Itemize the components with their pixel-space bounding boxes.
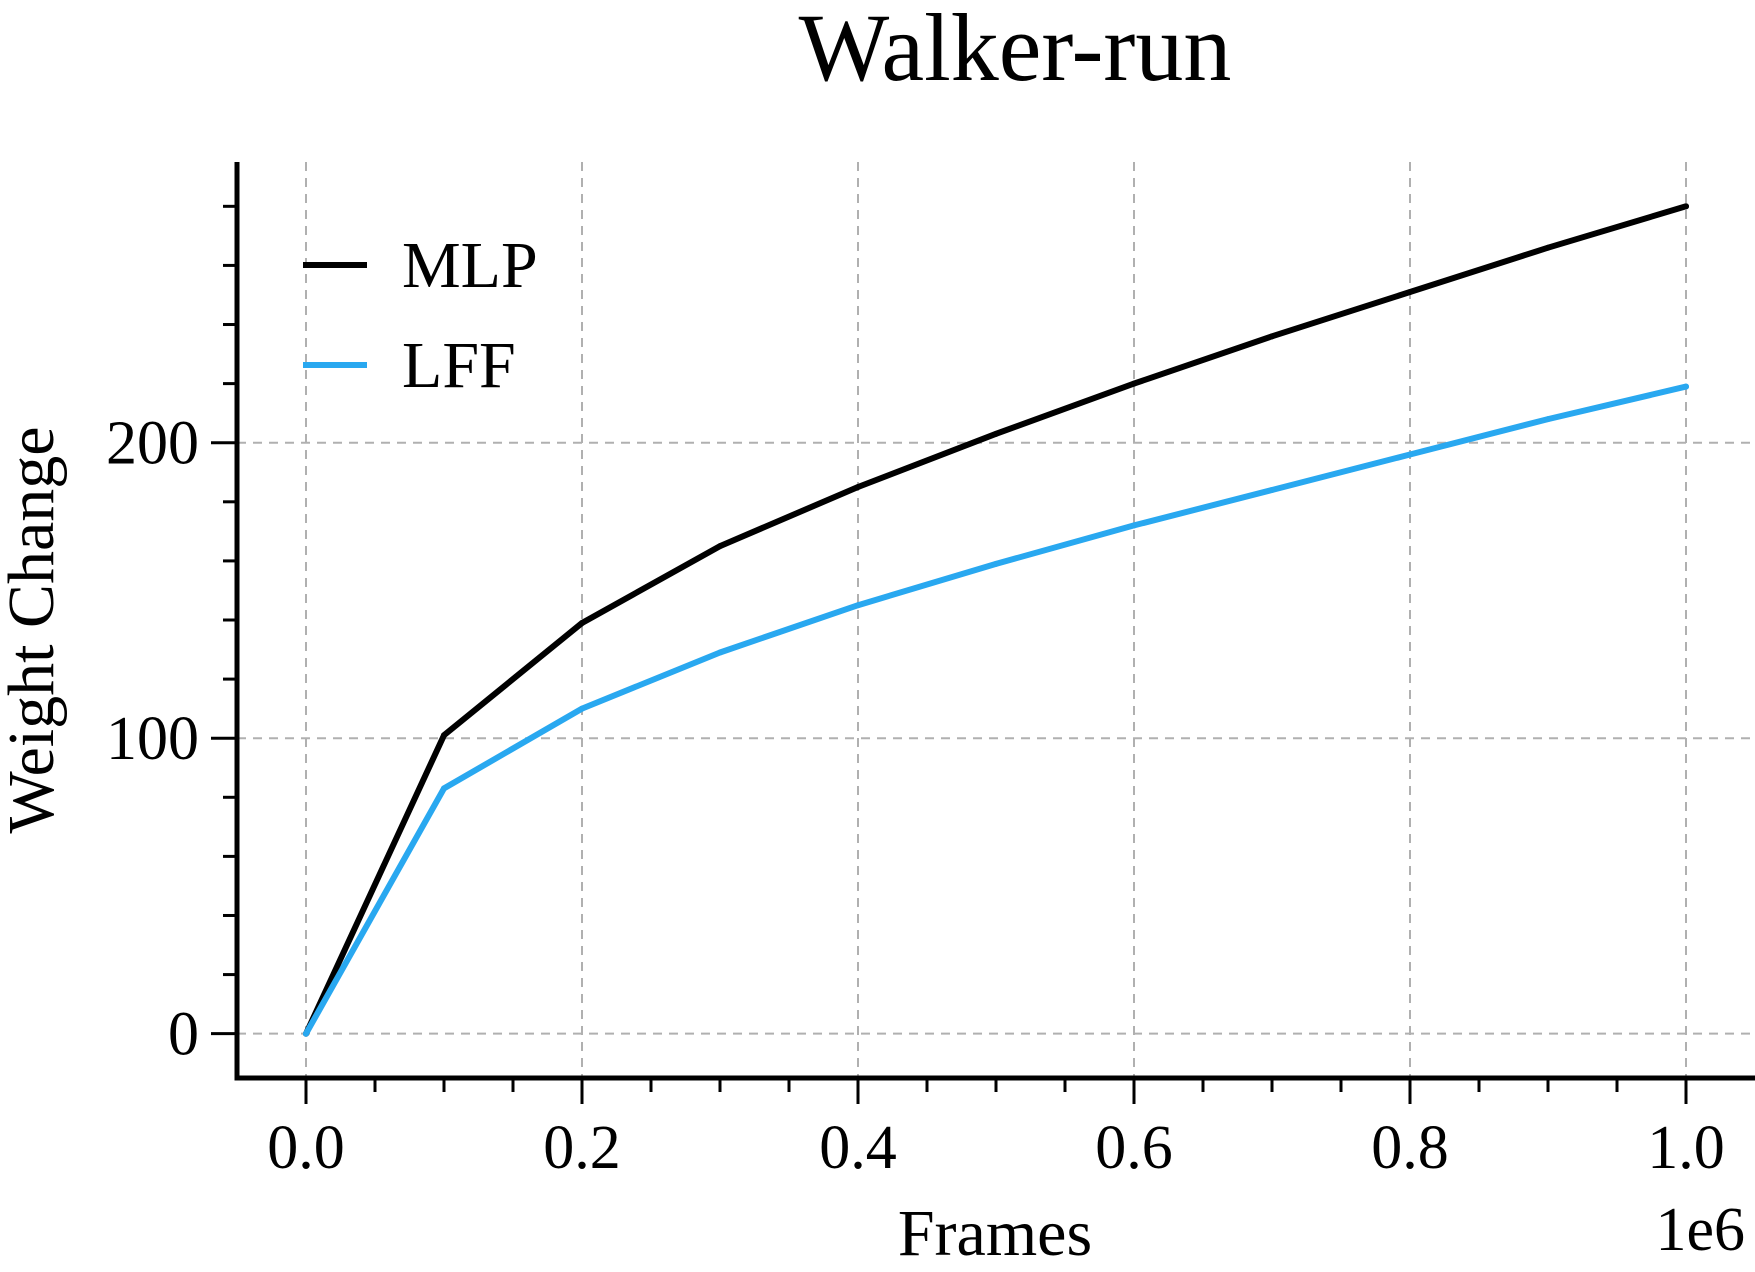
data-point-lff bbox=[1269, 486, 1275, 493]
data-point-lff bbox=[579, 705, 585, 712]
data-point-mlp bbox=[441, 732, 447, 739]
data-point-lff bbox=[993, 560, 999, 567]
data-point-mlp bbox=[1131, 380, 1137, 387]
x-axis-title: Frames bbox=[898, 1197, 1092, 1270]
x-tick-label: 0.4 bbox=[819, 1114, 897, 1182]
data-point-lff bbox=[1407, 451, 1413, 458]
data-point-lff bbox=[1683, 383, 1689, 390]
data-point-mlp bbox=[1545, 244, 1551, 251]
x-tick-label: 0.0 bbox=[267, 1114, 345, 1182]
chart-title: Walker-run bbox=[799, 0, 1232, 101]
legend: MLP LFF bbox=[303, 229, 538, 402]
data-point-lff bbox=[1545, 416, 1551, 423]
data-point-lff bbox=[1131, 522, 1137, 529]
data-point-mlp bbox=[717, 543, 723, 550]
x-tick-label: 1.0 bbox=[1647, 1114, 1725, 1182]
x-tick-label: 0.2 bbox=[543, 1114, 621, 1182]
legend-label-mlp: MLP bbox=[402, 229, 538, 302]
x-tick-label: 0.8 bbox=[1371, 1114, 1449, 1182]
x-axis-offset-label: 1e6 bbox=[1655, 1196, 1745, 1264]
data-point-lff bbox=[303, 1030, 309, 1037]
data-point-mlp bbox=[993, 430, 999, 437]
series-line-lff bbox=[303, 383, 1689, 1037]
y-tick-label: 100 bbox=[106, 705, 199, 773]
y-axis-title: Weight Change bbox=[0, 426, 68, 833]
series-group bbox=[303, 203, 1689, 1037]
ticks: 0.0 0.2 0.4 0.6 0.8 1.0 0 100 200 bbox=[106, 204, 1725, 1182]
data-point-lff bbox=[441, 785, 447, 792]
data-point-mlp bbox=[1407, 289, 1413, 296]
data-point-mlp bbox=[1683, 203, 1689, 210]
legend-label-lff: LFF bbox=[402, 329, 516, 402]
data-point-mlp bbox=[579, 619, 585, 626]
data-point-lff bbox=[717, 649, 723, 656]
data-point-mlp bbox=[1269, 333, 1275, 340]
y-tick-label: 0 bbox=[168, 1001, 199, 1069]
x-tick-label: 0.6 bbox=[1095, 1114, 1173, 1182]
data-point-lff bbox=[855, 602, 861, 609]
grid bbox=[237, 162, 1755, 1078]
y-tick-label: 200 bbox=[106, 410, 199, 478]
data-point-mlp bbox=[855, 484, 861, 491]
